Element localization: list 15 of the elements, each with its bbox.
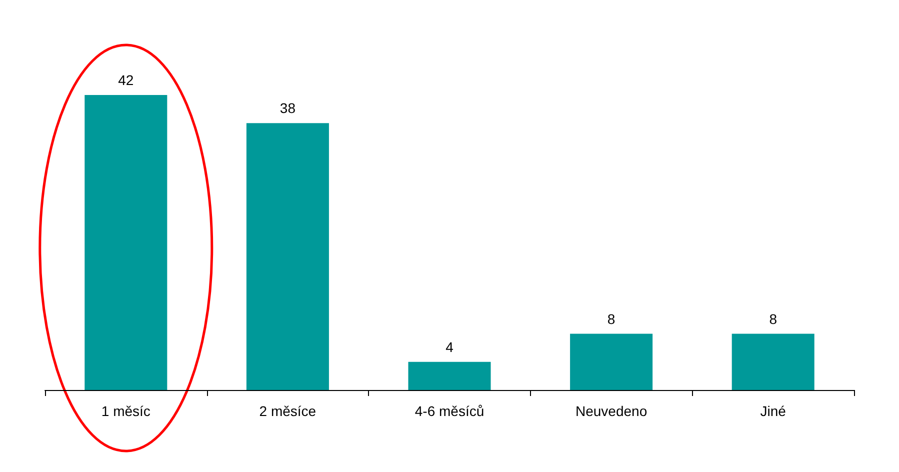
x-tick-label: Jiné [760, 403, 786, 419]
bar [732, 334, 814, 390]
x-tick-label: 1 měsíc [101, 403, 150, 419]
data-label: 4 [446, 338, 454, 355]
x-tick-label: 4-6 měsíců [414, 403, 484, 419]
data-label: 8 [769, 310, 778, 327]
x-tick-label: Neuvedeno [575, 403, 648, 419]
bar [246, 123, 329, 390]
bar [408, 362, 491, 390]
bar [570, 334, 653, 390]
data-label: 38 [280, 100, 296, 116]
data-label: 8 [607, 310, 616, 327]
x-tick-label: 2 měsíce [259, 403, 316, 419]
data-label: 42 [118, 72, 134, 88]
bar [84, 95, 168, 390]
